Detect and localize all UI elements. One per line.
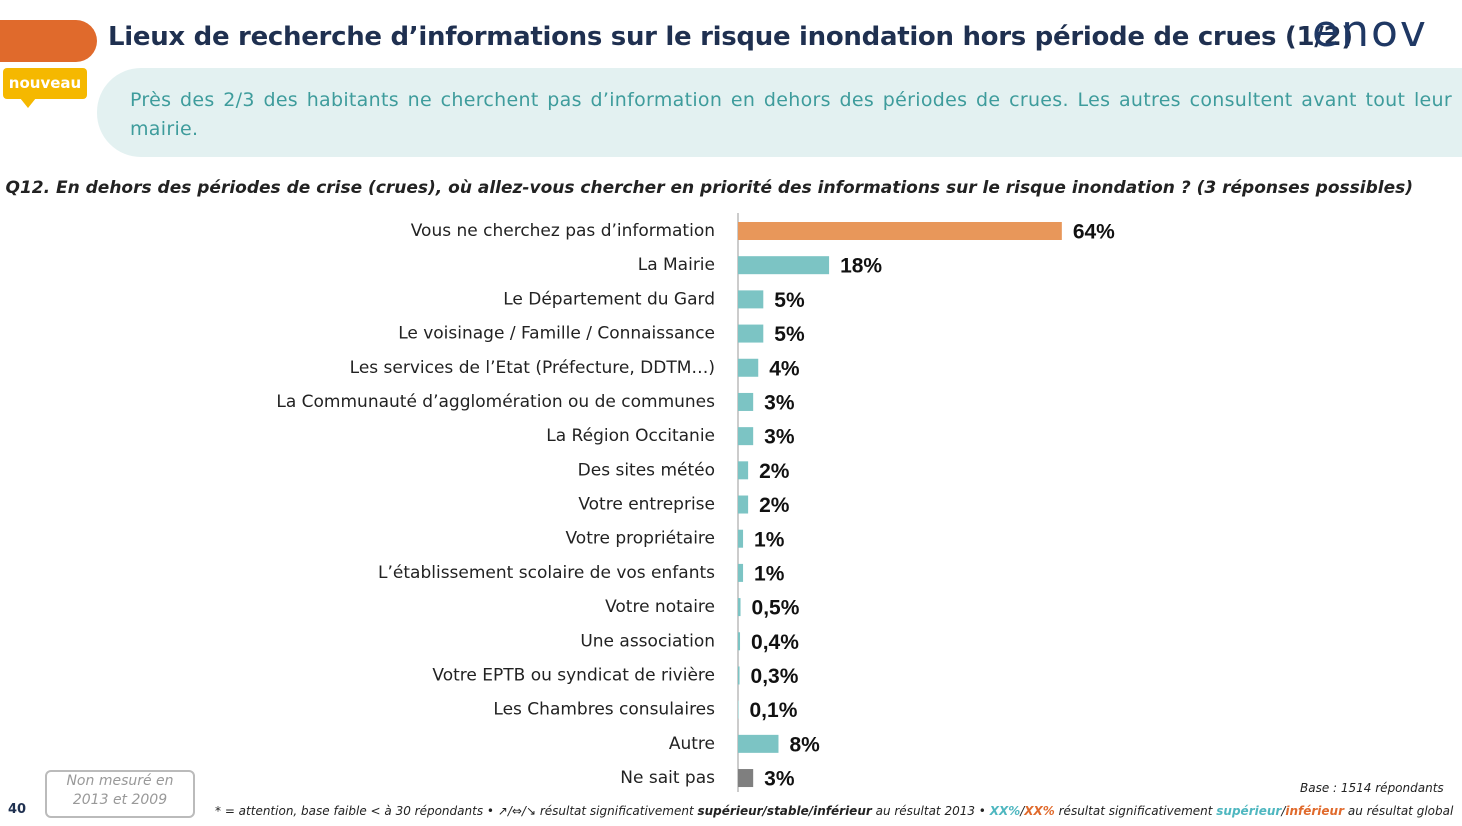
category-label: L’établissement scolaire de vos enfants xyxy=(378,563,715,583)
footnote-part: au résultat global xyxy=(1344,804,1454,818)
value-label: 5% xyxy=(774,323,805,346)
footnote-part: / xyxy=(1020,804,1025,818)
base: Base : 1514 répondants xyxy=(1300,781,1444,795)
logo: enov xyxy=(1312,6,1428,57)
footnote-part: supérieur/stable/inférieur xyxy=(697,804,872,818)
subtitle: Près des 2/3 des habitants ne cherchent … xyxy=(130,89,1452,140)
value-label: 0,4% xyxy=(751,631,799,654)
footnote-part: au résultat 2013 • xyxy=(871,804,990,818)
slide-title: Lieux de recherche d’informations sur le… xyxy=(108,22,1353,52)
category-label: Ne sait pas xyxy=(620,768,715,788)
value-label: 5% xyxy=(774,289,805,312)
category-label: Des sites météo xyxy=(578,460,715,480)
bar xyxy=(738,632,741,651)
bar xyxy=(738,734,779,753)
bar xyxy=(738,666,740,685)
value-label: 0,1% xyxy=(750,699,798,722)
value-label: 3% xyxy=(764,426,795,449)
footnote: * = attention, base faible < à 30 répond… xyxy=(215,804,1453,818)
value-label: 3% xyxy=(764,391,795,414)
bar xyxy=(738,256,830,275)
footnote-part: XX% xyxy=(989,804,1021,818)
bar xyxy=(738,427,754,446)
bar xyxy=(738,529,744,548)
note-box: Non mesuré en 2013 et 2009 xyxy=(45,770,195,818)
question: Q12. En dehors des périodes de crise (cr… xyxy=(6,178,1414,198)
value-label: 3% xyxy=(764,768,795,791)
category-label: Votre entreprise xyxy=(578,495,715,515)
value-label: 8% xyxy=(789,733,820,756)
bar xyxy=(738,324,764,343)
value-label: 4% xyxy=(769,357,800,380)
category-label: Le voisinage / Famille / Connaissance xyxy=(398,324,715,344)
footnote-part: XX% xyxy=(1024,804,1055,818)
footnote-part: * = attention, base faible < à 30 répond… xyxy=(215,804,698,818)
value-label: 64% xyxy=(1073,221,1115,244)
category-label: La Communauté d’agglomération ou de comm… xyxy=(276,392,715,412)
value-label: 2% xyxy=(759,494,790,517)
footnote-part: inférieur xyxy=(1285,804,1345,818)
bar xyxy=(738,290,764,309)
value-label: 0,3% xyxy=(751,665,799,688)
category-label: Le Département du Gard xyxy=(503,289,715,309)
value-label: 1% xyxy=(754,562,785,585)
bar xyxy=(738,392,754,411)
category-label: Votre EPTB ou syndicat de rivière xyxy=(432,665,715,685)
bar xyxy=(738,495,749,514)
category-label: La Région Occitanie xyxy=(546,426,715,446)
category-label: Une association xyxy=(580,631,715,651)
value-label: 0,5% xyxy=(752,597,800,620)
page-number: 40 xyxy=(8,802,27,817)
category-label: Autre xyxy=(669,734,715,754)
value-label: 2% xyxy=(759,460,790,483)
badge: nouveau xyxy=(3,68,87,99)
category-label: La Mairie xyxy=(638,255,715,275)
value-label: 18% xyxy=(840,255,882,278)
footnote-part: résultat significativement xyxy=(1054,804,1217,818)
category-label: Les Chambres consulaires xyxy=(493,700,715,720)
bar xyxy=(738,563,744,582)
footnote-part: supérieur xyxy=(1216,804,1282,818)
value-label: 1% xyxy=(754,528,785,551)
title-tab xyxy=(0,20,97,62)
category-label: Votre notaire xyxy=(605,597,715,617)
bar xyxy=(738,769,754,788)
bar xyxy=(738,222,1062,240)
category-label: Votre propriétaire xyxy=(565,529,715,549)
footnote-part: / xyxy=(1281,804,1286,818)
bar xyxy=(738,461,749,480)
bar xyxy=(738,598,741,617)
category-label: Les services de l’Etat (Préfecture, DDTM… xyxy=(350,358,715,378)
bar xyxy=(738,700,739,719)
subtitle-box xyxy=(97,68,1462,157)
category-label: Vous ne cherchez pas d’information xyxy=(411,221,715,241)
bar xyxy=(738,358,759,377)
badge-tip xyxy=(20,98,36,108)
